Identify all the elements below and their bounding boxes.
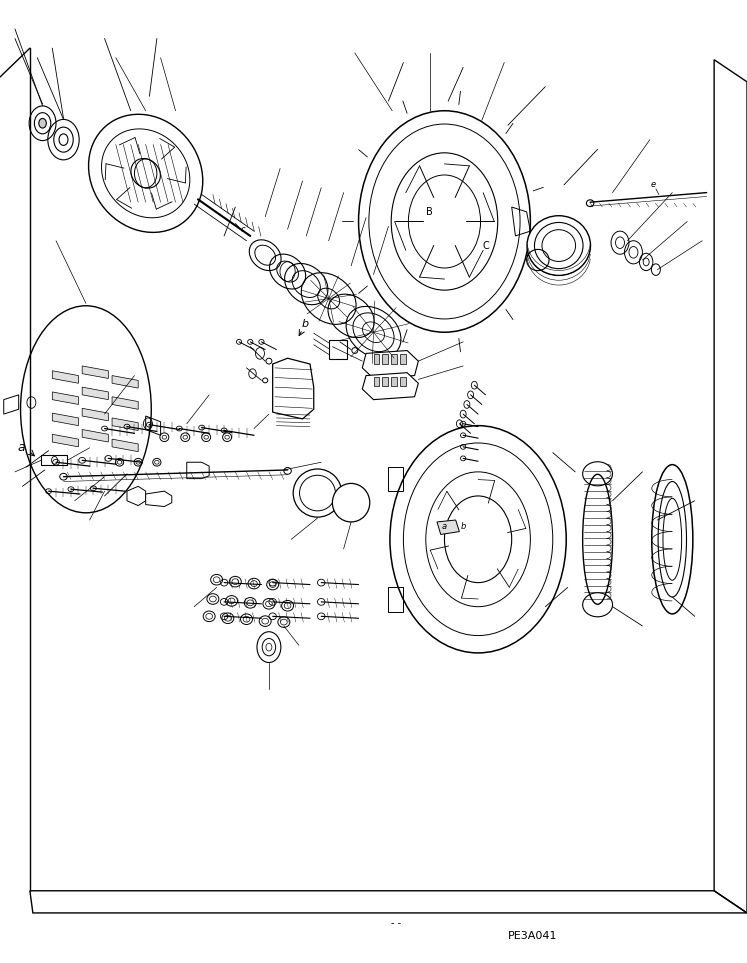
Polygon shape (52, 392, 78, 404)
Polygon shape (362, 351, 418, 378)
Polygon shape (52, 413, 78, 426)
Text: a: a (442, 522, 447, 532)
Polygon shape (437, 520, 459, 534)
Polygon shape (82, 387, 108, 400)
Polygon shape (112, 397, 138, 409)
Polygon shape (329, 340, 347, 359)
Polygon shape (374, 354, 379, 364)
Text: C: C (482, 241, 489, 250)
Text: b: b (301, 319, 309, 328)
Polygon shape (82, 408, 108, 421)
Polygon shape (112, 418, 138, 430)
Polygon shape (391, 377, 397, 386)
Ellipse shape (293, 469, 341, 517)
Polygon shape (362, 373, 418, 400)
Ellipse shape (527, 216, 590, 275)
Polygon shape (146, 491, 172, 507)
Text: c: c (241, 224, 245, 234)
Polygon shape (112, 376, 138, 388)
Text: - -: - - (391, 918, 401, 927)
Polygon shape (52, 371, 78, 383)
Text: B: B (426, 207, 433, 217)
Polygon shape (112, 439, 138, 452)
Polygon shape (187, 462, 209, 479)
Polygon shape (382, 354, 388, 364)
Polygon shape (374, 377, 379, 386)
Ellipse shape (89, 115, 202, 232)
Polygon shape (52, 434, 78, 447)
Polygon shape (382, 377, 388, 386)
Ellipse shape (583, 474, 613, 605)
Ellipse shape (21, 306, 151, 513)
Polygon shape (391, 354, 397, 364)
Ellipse shape (651, 465, 693, 614)
Polygon shape (400, 377, 406, 386)
Polygon shape (82, 429, 108, 442)
Circle shape (39, 118, 46, 128)
Text: b: b (460, 522, 466, 532)
Polygon shape (41, 455, 67, 465)
Polygon shape (400, 354, 406, 364)
Circle shape (390, 426, 566, 653)
Text: PE3A041: PE3A041 (508, 931, 557, 941)
Polygon shape (273, 358, 314, 419)
Text: a: a (17, 441, 25, 455)
Polygon shape (82, 366, 108, 378)
Text: e: e (651, 180, 656, 190)
Circle shape (359, 111, 530, 332)
Ellipse shape (332, 483, 370, 522)
